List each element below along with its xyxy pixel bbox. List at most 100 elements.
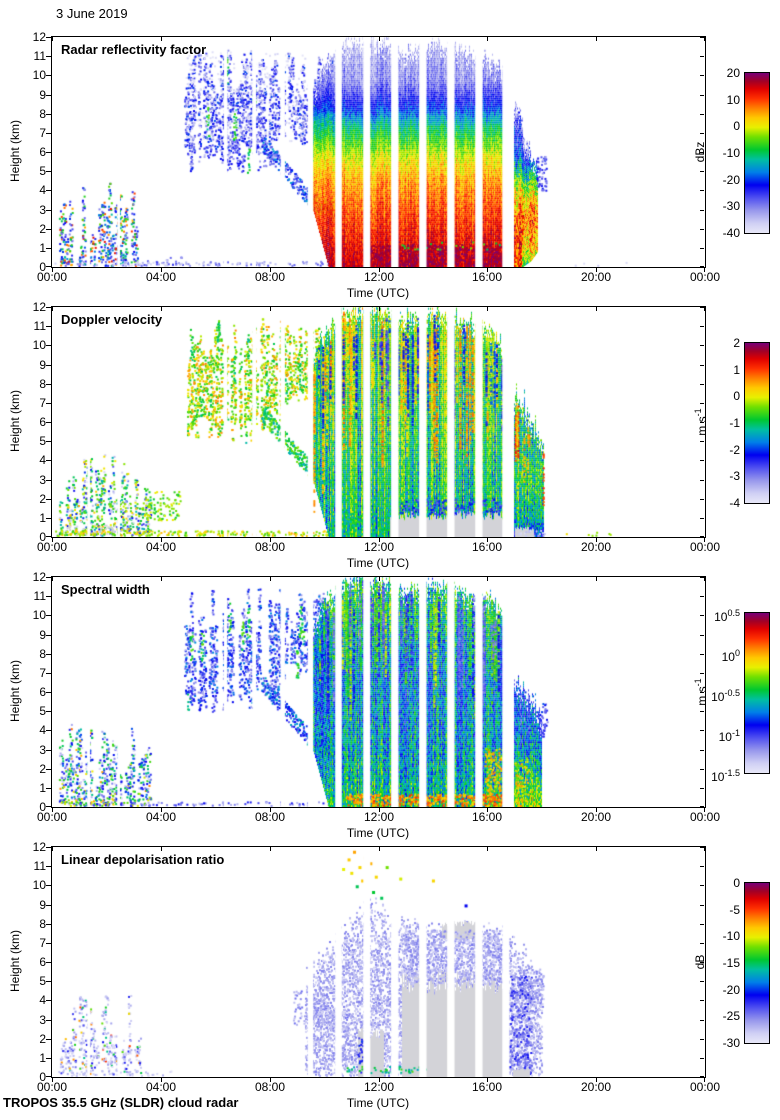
panel-radar-reflectivity: Radar reflectivity factor Height (km) Ti… — [0, 30, 780, 307]
x-axis-tick — [52, 268, 53, 272]
y-axis-tick — [46, 847, 51, 848]
x-tick-label: 00:00 — [36, 810, 68, 824]
y-axis-tick-right — [700, 95, 704, 96]
x-axis-tick — [52, 538, 53, 542]
y-axis-tick — [46, 635, 51, 636]
y-axis-tick — [46, 403, 51, 404]
y-axis-tick — [46, 384, 51, 385]
x-axis-tick-top — [161, 37, 162, 41]
colorbar-tick-label: 10-1.5 — [711, 768, 740, 784]
colorbar-tick-label: 20 — [726, 66, 740, 80]
x-axis-tick-top — [487, 847, 488, 851]
y-axis-tick — [46, 171, 51, 172]
y-tick-label: 10 — [32, 68, 46, 82]
y-axis-tick — [46, 75, 51, 76]
y-tick-label: 2 — [39, 222, 46, 236]
y-tick-label: 12 — [32, 30, 46, 44]
y-axis-tick-right — [700, 422, 704, 423]
y-axis-tick-right — [700, 711, 704, 712]
x-axis-tick-top — [52, 37, 53, 41]
y-axis-tick — [46, 943, 51, 944]
colorbar-tick-label: -20 — [722, 982, 740, 997]
x-axis-tick — [487, 268, 488, 272]
y-axis-tick — [46, 365, 51, 366]
y-axis-tick — [46, 307, 51, 308]
x-tick-label: 00:00 — [36, 270, 68, 284]
colorbar-tick-label: 0 — [733, 389, 740, 404]
y-tick-label: 4 — [39, 993, 46, 1007]
y-axis-tick — [46, 345, 51, 346]
x-axis-tick — [161, 808, 162, 812]
y-tick-label: 3 — [39, 743, 46, 757]
y-axis-tick — [46, 152, 51, 153]
colorbar-tick-label: -1 — [729, 416, 740, 430]
y-axis-tick-right — [700, 577, 704, 578]
y-tick-label: 11 — [33, 859, 46, 873]
x-axis-label: Time (UTC) — [346, 556, 410, 570]
y-tick-label: 7 — [39, 126, 46, 140]
y-axis-tick-right — [700, 788, 704, 789]
x-tick-label: 00:00 — [36, 1080, 68, 1094]
y-axis-tick-right — [700, 1039, 704, 1040]
heatmap-canvas — [52, 37, 705, 267]
x-axis-tick — [52, 808, 53, 812]
y-axis-tick-right — [700, 365, 704, 366]
y-axis-tick — [46, 460, 51, 461]
y-axis-tick — [46, 518, 51, 519]
y-tick-label: 1 — [39, 241, 46, 255]
colorbar-tick-label: -30 — [722, 199, 740, 214]
x-tick-label: 00:00 — [689, 1080, 721, 1094]
x-tick-label: 04:00 — [145, 810, 177, 824]
y-axis-tick — [46, 711, 51, 712]
y-axis-tick-right — [700, 536, 704, 537]
y-axis-tick-right — [700, 518, 704, 519]
y-axis-tick — [46, 1039, 51, 1040]
y-axis-tick-right — [700, 460, 704, 461]
x-axis-tick — [487, 808, 488, 812]
colorbar-tick-label: -5 — [729, 902, 740, 917]
y-axis-tick — [46, 95, 51, 96]
x-axis-label: Time (UTC) — [346, 826, 410, 840]
y-tick-label: 5 — [39, 164, 46, 178]
x-axis-tick-top — [270, 307, 271, 311]
y-tick-label: 4 — [39, 183, 46, 197]
y-axis-tick — [46, 422, 51, 423]
x-axis-tick-top — [596, 847, 597, 851]
x-axis-tick — [270, 268, 271, 272]
y-axis-tick — [46, 769, 51, 770]
y-axis-tick-right — [700, 229, 704, 230]
y-tick-label: 8 — [39, 647, 46, 661]
panel-title: Radar reflectivity factor — [61, 42, 207, 57]
x-tick-label: 08:00 — [254, 270, 286, 284]
y-axis-tick-right — [700, 866, 704, 867]
y-axis-tick-right — [700, 1076, 704, 1077]
x-axis-label: Time (UTC) — [346, 286, 410, 300]
y-tick-label: 2 — [39, 1032, 46, 1046]
instrument-caption: TROPOS 35.5 GHz (SLDR) cloud radar — [3, 1095, 239, 1110]
y-tick-label: 10 — [32, 878, 46, 892]
colorbar-tick-label: -15 — [722, 956, 740, 970]
y-axis-tick — [46, 56, 51, 57]
y-tick-label: 5 — [39, 704, 46, 718]
x-axis-tick — [704, 268, 705, 272]
y-axis-tick-right — [700, 152, 704, 153]
y-tick-label: 8 — [39, 917, 46, 931]
x-axis-tick-top — [487, 307, 488, 311]
y-tick-label: 7 — [39, 936, 46, 950]
x-axis-tick — [704, 1078, 705, 1082]
x-axis-tick-top — [161, 847, 162, 851]
x-axis-tick — [487, 538, 488, 542]
colorbar-tick-label: -10 — [722, 929, 740, 944]
y-axis-tick — [46, 692, 51, 693]
x-axis-tick-top — [704, 307, 705, 311]
y-tick-label: 10 — [32, 338, 46, 352]
x-axis-tick — [487, 1078, 488, 1082]
y-tick-label: 9 — [39, 88, 46, 102]
x-axis-tick-top — [270, 37, 271, 41]
colorbar-tick-label: -3 — [729, 469, 740, 484]
y-axis-tick-right — [700, 1058, 704, 1059]
y-tick-label: 3 — [39, 203, 46, 217]
x-axis-tick-top — [596, 307, 597, 311]
y-axis-tick-right — [700, 962, 704, 963]
